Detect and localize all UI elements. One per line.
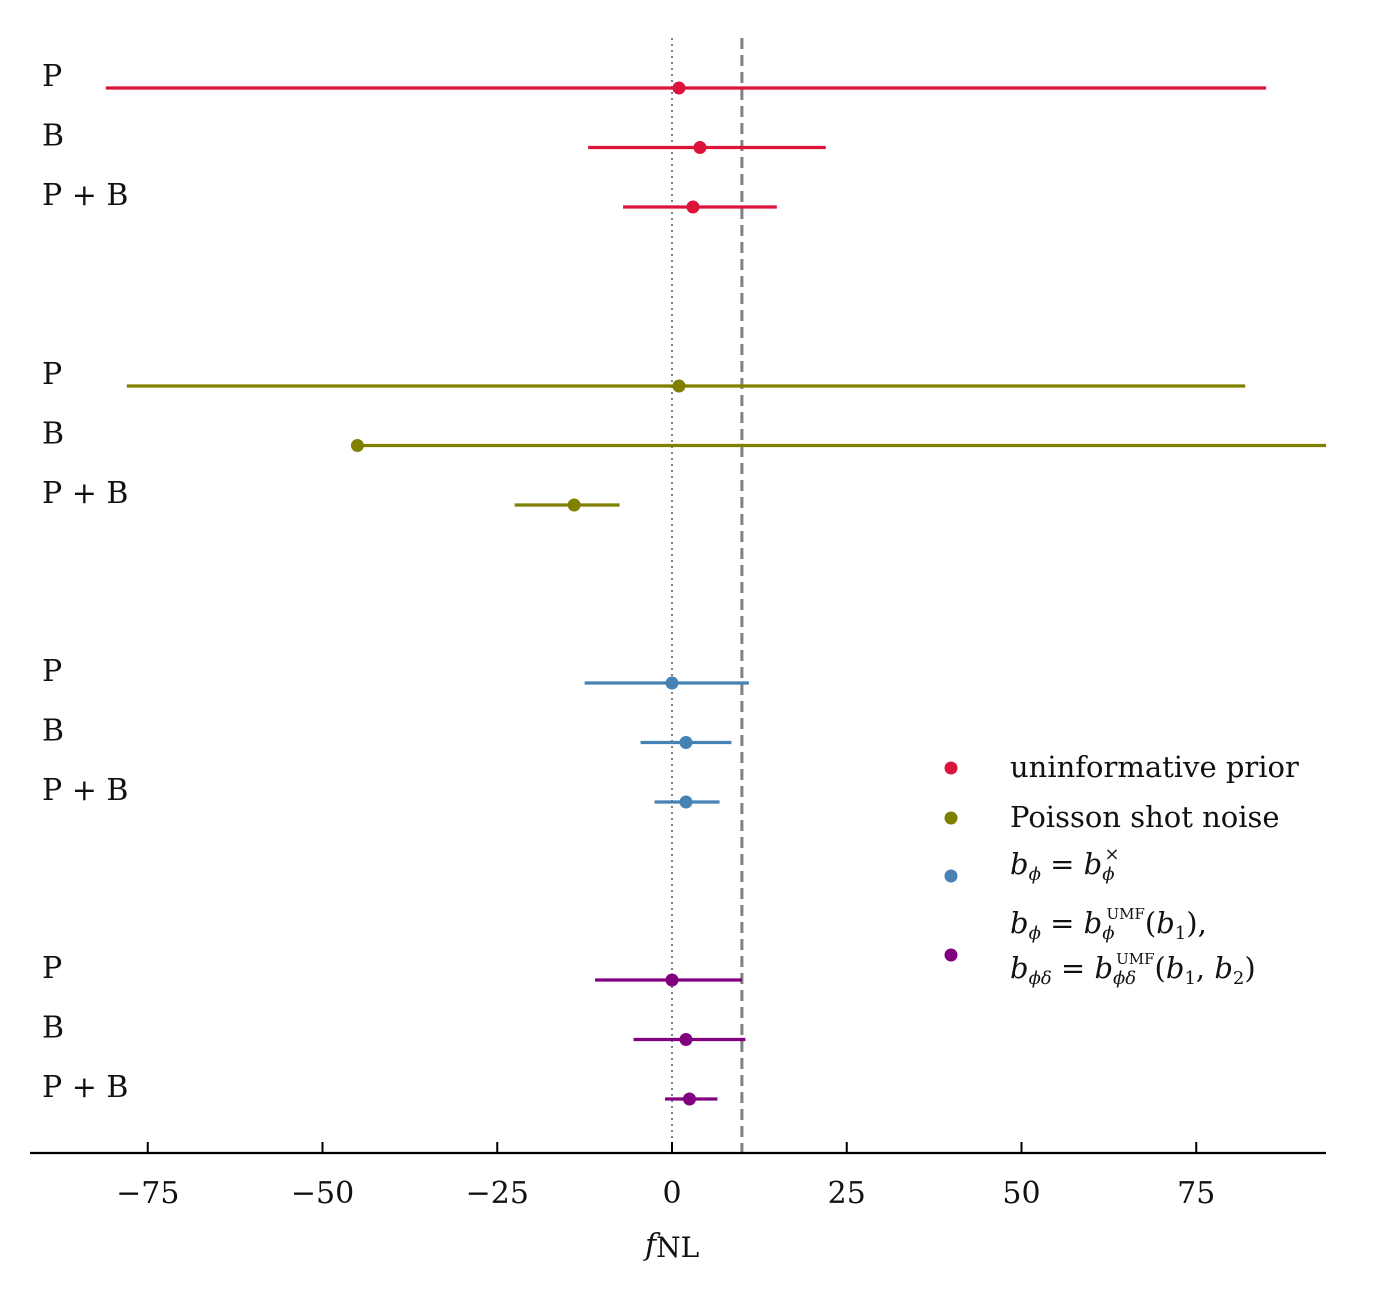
row-label-g1-r2: B: [42, 119, 64, 154]
point-g1-r2: [693, 141, 707, 154]
point-g1-r1: [672, 81, 686, 95]
legend: uninformative prior Poisson shot noise b…: [944, 750, 1299, 989]
row-label-g4-r1: P: [42, 951, 62, 986]
row-label-g2-r3: P + B: [42, 476, 128, 511]
x-tick-label: 0: [662, 1176, 681, 1211]
point-g2-r3: [567, 498, 581, 512]
point-g1-r3: [686, 200, 700, 214]
legend-marker-bphi-umf: [944, 948, 958, 962]
x-axis: −75 −50 −25 0 25 50 75: [30, 1142, 1326, 1211]
row-label-g3-r2: B: [42, 714, 64, 749]
x-axis-label: fNL: [643, 1228, 699, 1264]
row-label-g1-r3: P + B: [42, 178, 128, 213]
legend-label-bphi-cross: bϕ = bϕ×: [1010, 844, 1120, 885]
x-tick-label: 75: [1177, 1176, 1215, 1211]
row-label-g2-r1: P: [42, 357, 62, 392]
row-label-g4-r3: P + B: [42, 1070, 128, 1105]
x-tick-label: 25: [828, 1176, 866, 1211]
x-axis-label-sub: NL: [656, 1231, 699, 1264]
row-label-g1-r1: P: [42, 59, 62, 94]
point-g3-r3: [679, 795, 693, 809]
point-g4-r3: [682, 1092, 696, 1106]
legend-label-bphi-umf-line2: bϕδ = bϕδUMF(b1, b2): [1010, 950, 1256, 989]
legend-marker-poisson: [944, 811, 958, 825]
legend-label-uninformative: uninformative prior: [1010, 750, 1299, 784]
x-tick-label: −75: [116, 1176, 179, 1211]
row-label-g2-r2: B: [42, 417, 64, 452]
x-tick-label: −25: [466, 1176, 529, 1211]
legend-marker-bphi-cross: [944, 869, 958, 883]
legend-label-poisson: Poisson shot noise: [1010, 800, 1280, 834]
row-label-g3-r1: P: [42, 654, 62, 689]
reference-lines: [671, 38, 744, 1153]
point-g3-r2: [679, 736, 693, 749]
x-tick-label: 50: [1002, 1176, 1040, 1211]
point-g4-r1: [665, 973, 679, 987]
row-label-g4-r2: B: [42, 1011, 64, 1046]
legend-label-bphi-umf-line1: bϕ = bϕUMF(b1),: [1010, 905, 1207, 944]
point-g3-r1: [665, 676, 679, 690]
legend-marker-uninformative: [944, 761, 958, 775]
point-g4-r2: [679, 1033, 693, 1046]
point-g2-r1: [672, 379, 686, 393]
errorbar-rows: [105, 81, 1326, 1106]
point-g2-r2: [350, 439, 364, 452]
row-label-g3-r3: P + B: [42, 773, 128, 808]
x-tick-label: −50: [291, 1176, 354, 1211]
